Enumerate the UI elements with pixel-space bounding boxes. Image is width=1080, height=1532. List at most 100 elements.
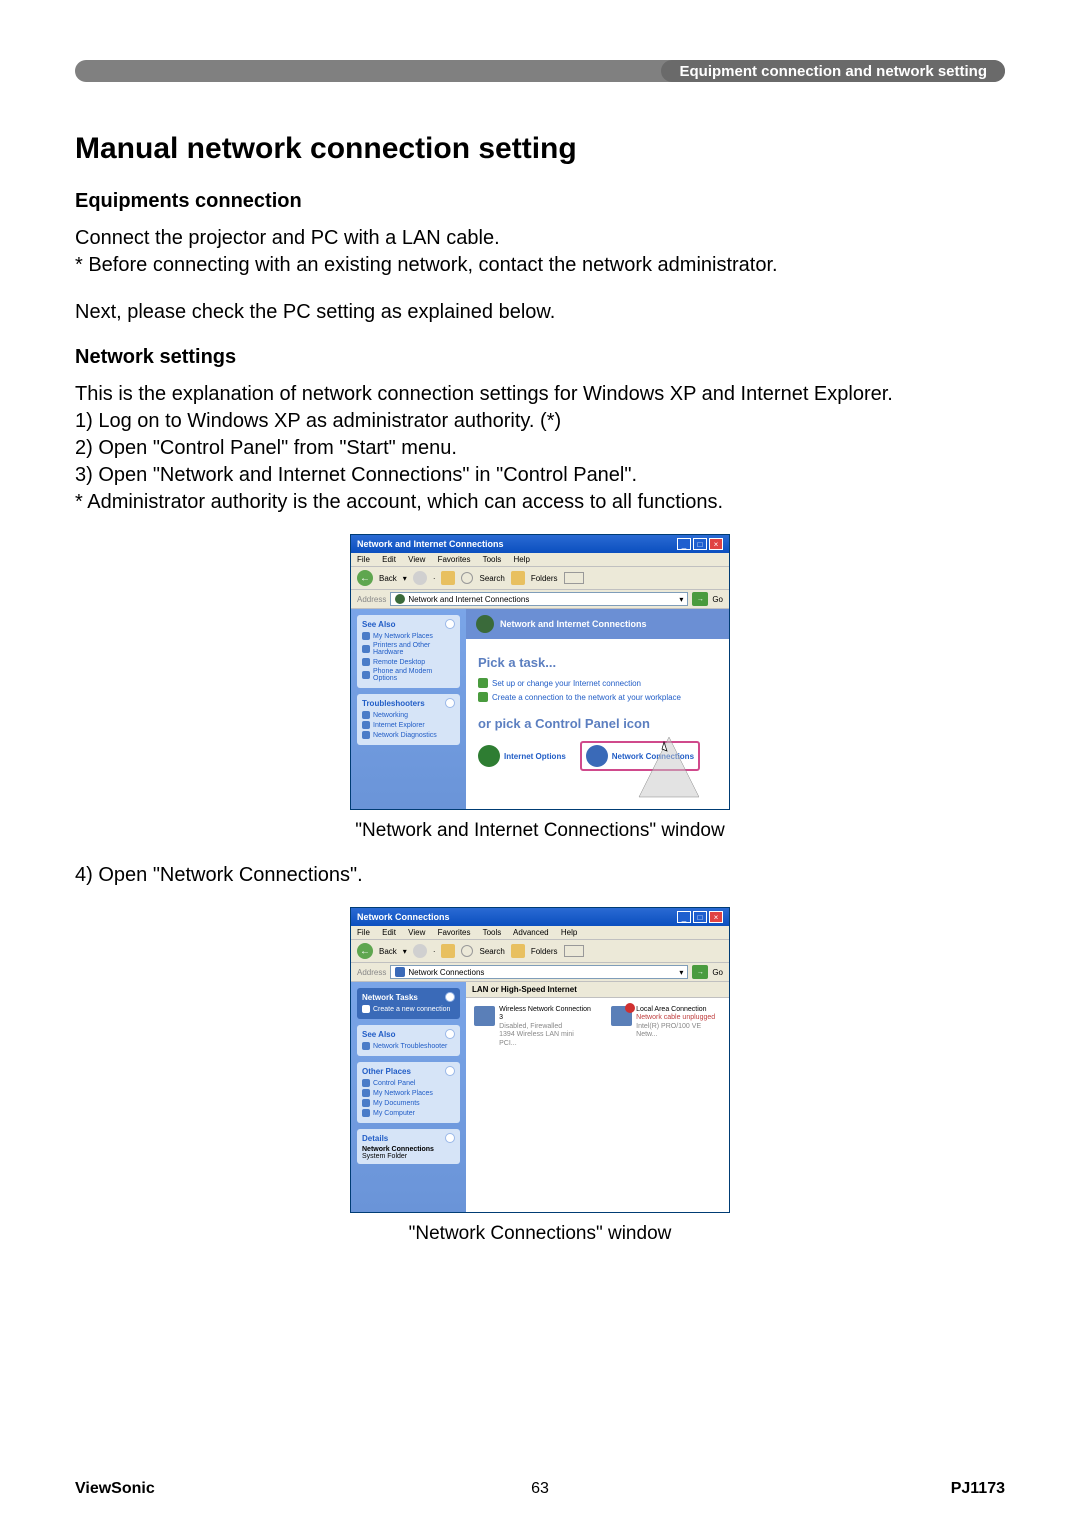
conn-status: Disabled, Firewalled xyxy=(499,1023,593,1031)
forward-button-icon[interactable] xyxy=(413,571,427,585)
folder-icon xyxy=(362,1099,370,1107)
side-ie[interactable]: Internet Explorer xyxy=(362,721,455,729)
menu-file[interactable]: File xyxy=(357,928,370,937)
new-icon xyxy=(362,1005,370,1013)
go-button[interactable]: → xyxy=(692,965,708,979)
toolbar-sep: · xyxy=(433,947,436,956)
side-net-diagnostics[interactable]: Network Diagnostics xyxy=(362,731,455,739)
menu-favorites[interactable]: Favorites xyxy=(438,928,471,937)
views-icon[interactable] xyxy=(564,945,584,957)
lan-section-head: LAN or High-Speed Internet xyxy=(466,982,729,998)
go-label[interactable]: Go xyxy=(712,595,723,604)
minimize-button[interactable]: _ xyxy=(677,911,691,923)
folders-icon[interactable] xyxy=(511,571,525,585)
side-my-documents[interactable]: My Documents xyxy=(362,1099,455,1107)
menu-favorites[interactable]: Favorites xyxy=(438,555,471,564)
side-item-label: Create a new connection xyxy=(373,1006,450,1013)
menu-bar: File Edit View Favorites Tools Advanced … xyxy=(351,926,729,940)
up-icon[interactable] xyxy=(441,571,455,585)
search-icon[interactable] xyxy=(461,572,473,584)
window-title: Network and Internet Connections xyxy=(357,539,504,549)
forward-button-icon[interactable] xyxy=(413,944,427,958)
menu-tools[interactable]: Tools xyxy=(483,555,502,564)
folders-label[interactable]: Folders xyxy=(531,947,558,956)
address-label: Address xyxy=(357,968,386,977)
connection-lan[interactable]: Local Area Connection Network cable unpl… xyxy=(611,1006,721,1048)
collapse-icon[interactable] xyxy=(445,992,455,1002)
network-tasks-panel: Network Tasks Create a new connection xyxy=(357,988,460,1019)
side-item-label: My Network Places xyxy=(373,1090,433,1097)
menu-file[interactable]: File xyxy=(357,555,370,564)
menu-edit[interactable]: Edit xyxy=(382,928,396,937)
go-label[interactable]: Go xyxy=(712,968,723,977)
maximize-button[interactable]: □ xyxy=(693,538,707,550)
task-create-workplace[interactable]: Create a connection to the network at yo… xyxy=(478,692,717,702)
side-my-network-places[interactable]: My Network Places xyxy=(362,1089,455,1097)
conn-name: Wireless Network Connection 3 xyxy=(499,1006,593,1023)
globe-icon xyxy=(362,632,370,640)
go-button[interactable]: → xyxy=(692,592,708,606)
address-input[interactable]: Network and Internet Connections ▾ xyxy=(390,592,688,606)
folders-label[interactable]: Folders xyxy=(531,574,558,583)
side-printers[interactable]: Printers and Other Hardware xyxy=(362,642,455,656)
side-my-computer[interactable]: My Computer xyxy=(362,1109,455,1117)
search-label[interactable]: Search xyxy=(479,947,504,956)
address-input[interactable]: Network Connections ▾ xyxy=(390,965,688,979)
maximize-button[interactable]: □ xyxy=(693,911,707,923)
side-phone-modem[interactable]: Phone and Modem Options xyxy=(362,668,455,682)
page-footer: ViewSonic 63 PJ1173 xyxy=(75,1480,1005,1498)
details-line2: System Folder xyxy=(362,1153,455,1160)
collapse-icon[interactable] xyxy=(445,1029,455,1039)
views-icon[interactable] xyxy=(564,572,584,584)
conn-device: Intel(R) PRO/100 VE Netw... xyxy=(636,1023,721,1040)
address-dropdown-icon[interactable]: ▾ xyxy=(679,968,683,977)
control-panel-icon xyxy=(362,1079,370,1087)
close-button[interactable]: × xyxy=(709,538,723,550)
menu-view[interactable]: View xyxy=(408,928,425,937)
connection-wireless[interactable]: Wireless Network Connection 3 Disabled, … xyxy=(474,1006,593,1048)
back-button-icon[interactable]: ← xyxy=(357,570,373,586)
folders-icon[interactable] xyxy=(511,944,525,958)
side-create-connection[interactable]: Create a new connection xyxy=(362,1005,455,1013)
other-places-head: Other Places xyxy=(362,1067,411,1076)
side-net-troubleshooter[interactable]: Network Troubleshooter xyxy=(362,1042,455,1050)
back-dropdown[interactable]: ▾ xyxy=(403,947,407,956)
menu-advanced[interactable]: Advanced xyxy=(513,928,549,937)
page-title: Manual network connection setting xyxy=(75,132,1005,166)
menu-help[interactable]: Help xyxy=(561,928,577,937)
side-my-network-places[interactable]: My Network Places xyxy=(362,632,455,640)
address-dropdown-icon[interactable]: ▾ xyxy=(679,595,683,604)
search-label[interactable]: Search xyxy=(479,574,504,583)
search-icon[interactable] xyxy=(461,945,473,957)
back-button-icon[interactable]: ← xyxy=(357,943,373,959)
other-places-panel: Other Places Control Panel My Network Pl… xyxy=(357,1062,460,1123)
main-area: LAN or High-Speed Internet Wireless Netw… xyxy=(466,982,729,1212)
side-control-panel[interactable]: Control Panel xyxy=(362,1079,455,1087)
minimize-button[interactable]: _ xyxy=(677,538,691,550)
menu-edit[interactable]: Edit xyxy=(382,555,396,564)
close-button[interactable]: × xyxy=(709,911,723,923)
side-remote-desktop[interactable]: Remote Desktop xyxy=(362,658,455,666)
menu-view[interactable]: View xyxy=(408,555,425,564)
menu-help[interactable]: Help xyxy=(514,555,530,564)
back-label[interactable]: Back xyxy=(379,574,397,583)
internet-options[interactable]: Internet Options xyxy=(478,745,566,767)
help-icon xyxy=(362,731,370,739)
see-also-panel: See Also Network Troubleshooter xyxy=(357,1025,460,1056)
menu-tools[interactable]: Tools xyxy=(483,928,502,937)
screenshot1-wrap: Network and Internet Connections _ □ × F… xyxy=(75,534,1005,842)
back-dropdown[interactable]: ▾ xyxy=(403,574,407,583)
task-setup-internet[interactable]: Set up or change your Internet connectio… xyxy=(478,678,717,688)
collapse-icon[interactable] xyxy=(445,1066,455,1076)
side-networking[interactable]: Networking xyxy=(362,711,455,719)
collapse-icon[interactable] xyxy=(445,619,455,629)
collapse-icon[interactable] xyxy=(445,1133,455,1143)
internet-options-label: Internet Options xyxy=(504,752,566,761)
up-icon[interactable] xyxy=(441,944,455,958)
back-label[interactable]: Back xyxy=(379,947,397,956)
details-panel: Details Network Connections System Folde… xyxy=(357,1129,460,1164)
side-item-label: Remote Desktop xyxy=(373,659,425,666)
help-icon xyxy=(362,1042,370,1050)
side-item-label: Printers and Other Hardware xyxy=(373,642,455,656)
collapse-icon[interactable] xyxy=(445,698,455,708)
